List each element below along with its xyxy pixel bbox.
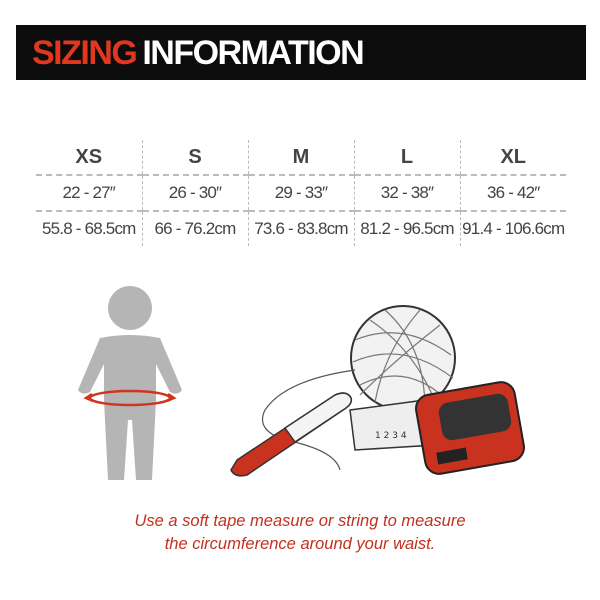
- inches-xl: 36 - 42″: [459, 174, 566, 211]
- size-table: XS S M L XL 22 - 27″ 26 - 30″ 29 - 33″ 3…: [36, 140, 566, 246]
- inches-row: 22 - 27″ 26 - 30″ 29 - 33″ 32 - 38″ 36 -…: [36, 174, 566, 211]
- inches-m: 29 - 33″: [247, 174, 354, 211]
- size-m: M: [247, 140, 354, 175]
- instruction-caption: Use a soft tape measure or string to mea…: [0, 510, 600, 556]
- tape-mark-3: 3: [392, 431, 398, 441]
- tape-measure-icon: 1 2 3 4: [349, 381, 525, 475]
- title-rest: INFORMATION: [142, 34, 364, 72]
- tape-mark-2: 2: [384, 431, 390, 441]
- tape-mark-1: 1: [375, 431, 381, 441]
- caption-line-1: Use a soft tape measure or string to mea…: [134, 512, 466, 530]
- size-row: XS S M L XL: [36, 140, 566, 175]
- cm-s: 66 - 76.2cm: [141, 210, 248, 246]
- tape-markings: 1 2 3 4: [375, 431, 407, 441]
- marker-pen-icon: [230, 392, 353, 477]
- child-figure-icon: [78, 286, 182, 480]
- cm-xs: 55.8 - 68.5cm: [36, 210, 142, 246]
- measuring-tools-illustration: 1 2 3 4: [230, 305, 525, 477]
- cm-xl: 91.4 - 106.6cm: [459, 210, 566, 246]
- size-xs: XS: [75, 145, 103, 168]
- inches-l: 32 - 38″: [353, 174, 460, 211]
- inches-s: 26 - 30″: [141, 174, 248, 211]
- tape-mark-4: 4: [401, 431, 407, 441]
- size-xl: XL: [459, 140, 566, 175]
- size-l: L: [353, 140, 460, 175]
- cm-m: 73.6 - 83.8cm: [247, 210, 354, 246]
- size-s: S: [141, 140, 248, 175]
- cm-l: 81.2 - 96.5cm: [353, 210, 460, 246]
- header-banner: SIZING INFORMATION: [16, 25, 586, 80]
- inches-xs: 22 - 27″: [36, 174, 142, 211]
- title-accent: SIZING: [32, 34, 138, 72]
- page-title: SIZING INFORMATION: [32, 31, 365, 75]
- caption-line-2: the circumference around your waist.: [164, 535, 436, 553]
- cm-row: 55.8 - 68.5cm 66 - 76.2cm 73.6 - 83.8cm …: [36, 210, 566, 246]
